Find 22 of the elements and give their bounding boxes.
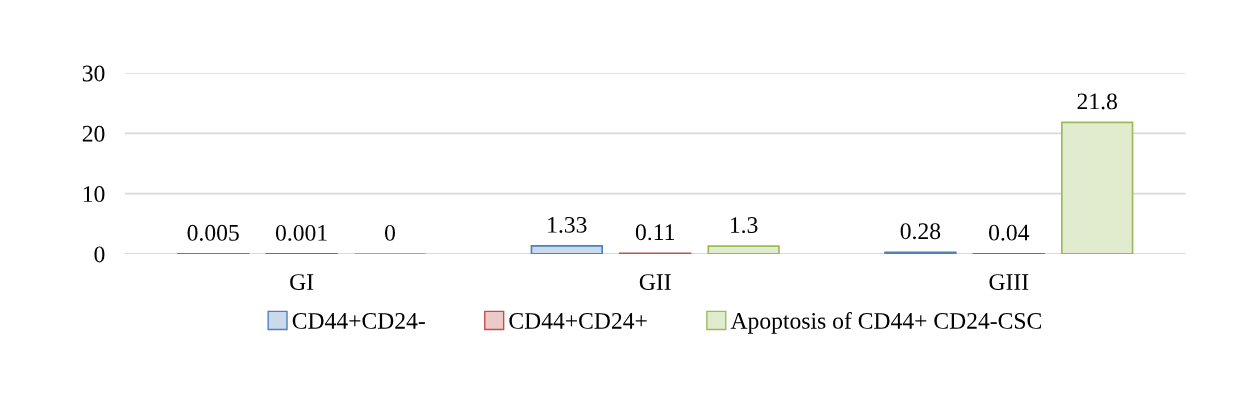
bar [530, 245, 603, 254]
x-tick-label: GIII [989, 274, 1029, 291]
legend-label: CD44+CD24- [292, 313, 425, 329]
data-label: 0 [385, 224, 395, 241]
data-label: 0.11 [635, 224, 674, 241]
data-label: 0.04 [989, 224, 1030, 241]
data-label: 0.28 [900, 223, 941, 240]
legend-label: CD44+CD24+ [509, 313, 647, 329]
x-tick-label: GII [639, 274, 671, 291]
y-tick-label: 0 [94, 246, 105, 263]
bar [707, 245, 780, 254]
data-label: 1.33 [548, 216, 587, 233]
legend-label: Apoptosis of CD44+ CD24-CSC [730, 312, 1041, 334]
data-label: 0.005 [187, 224, 239, 241]
data-label: 21.8 [1077, 93, 1117, 110]
y-tick-label: 30 [82, 65, 105, 82]
y-tick-label: 20 [82, 125, 105, 142]
bar [1061, 121, 1134, 254]
data-label: 0.001 [275, 224, 327, 241]
data-label: 1.3 [730, 217, 758, 234]
y-tick-label: 10 [83, 186, 105, 203]
x-tick-label: GI [290, 274, 314, 291]
